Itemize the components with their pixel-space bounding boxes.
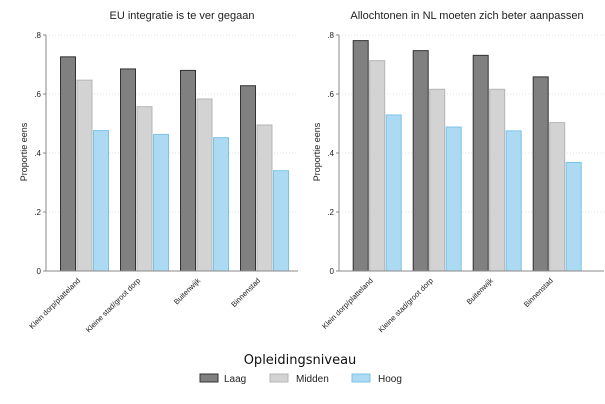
legend-label-midden: Midden — [296, 374, 329, 385]
y-tick-label: .2 — [327, 208, 334, 217]
bar-hoog-4 — [565, 161, 582, 272]
chart-title: Allochtonen in NL moeten zich beter aanp… — [350, 10, 583, 22]
bar-midden-1 — [76, 79, 93, 272]
bar-midden-2 — [429, 88, 446, 272]
bar-laag-4 — [532, 76, 549, 272]
y-tick-label: .4 — [34, 149, 41, 158]
bar-midden-4 — [549, 122, 566, 272]
x-tick-label: Binnenstad — [522, 276, 555, 309]
bar-midden-4 — [256, 124, 273, 272]
y-tick-label: .6 — [34, 90, 41, 99]
legend-label-hoog: Hoog — [378, 374, 402, 385]
legend-item-midden: Midden — [269, 373, 329, 385]
bar-laag-2 — [120, 68, 136, 272]
bar-laag-2 — [412, 50, 429, 272]
y-axis-label: Proportie eens — [312, 122, 322, 181]
bar-hoog-3 — [213, 137, 229, 272]
legend-item-laag: Laag — [199, 373, 246, 385]
bar-hoog-1 — [93, 130, 109, 272]
bar-hoog-3 — [505, 130, 522, 272]
gridlines — [339, 34, 604, 213]
bar-laag-4 — [240, 85, 256, 272]
legend-label-laag: Laag — [224, 374, 246, 385]
y-ticks: 0 .2 .4 .6 .8 — [34, 31, 46, 276]
x-tick-label: Binnenstad — [229, 276, 262, 309]
bars — [352, 40, 582, 272]
chart-panel-eu-integratie: EU integratie is te ver gegaan Proportie… — [19, 10, 298, 334]
bar-laag-1 — [352, 40, 369, 272]
y-tick-label: .8 — [34, 31, 41, 40]
chart-panel-allochtonen: Allochtonen in NL moeten zich beter aanp… — [312, 10, 604, 334]
x-tick-labels: Klein dorp/platteland Kleine stad/groot d… — [320, 276, 555, 334]
bar-laag-3 — [180, 69, 196, 272]
legend: Opleidingsniveau Laag Midden Hoog — [199, 353, 402, 385]
bar-hoog-1 — [385, 114, 402, 272]
y-ticks: 0 .2 .4 .6 .8 — [327, 31, 339, 276]
x-tick-label: Buitenwijk — [172, 276, 202, 306]
x-tick-label: Kleine stad/groot dorp — [84, 276, 142, 334]
y-tick-label: .8 — [327, 31, 334, 40]
x-tick-label: Buitenwijk — [465, 276, 495, 306]
x-tick-label: Klein dorp/platteland — [320, 276, 375, 331]
y-tick-label: .4 — [327, 149, 334, 158]
bar-midden-2 — [136, 106, 153, 272]
legend-swatch-laag — [199, 373, 219, 383]
y-tick-label: 0 — [37, 267, 42, 276]
legend-title: Opleidingsniveau — [244, 353, 357, 368]
bars — [60, 56, 289, 272]
x-tick-label: Kleine stad/groot dorp — [377, 276, 435, 334]
y-axis-label: Proportie eens — [19, 122, 29, 181]
bar-midden-3 — [196, 98, 213, 272]
y-tick-label: .6 — [327, 90, 334, 99]
legend-swatch-midden — [269, 373, 289, 383]
bar-hoog-2 — [153, 133, 169, 272]
bar-hoog-4 — [273, 170, 289, 272]
y-tick-label: 0 — [330, 267, 335, 276]
bar-hoog-2 — [445, 126, 462, 272]
bar-laag-3 — [472, 54, 489, 272]
legend-item-hoog: Hoog — [351, 373, 402, 385]
y-tick-label: .2 — [34, 208, 41, 217]
x-tick-label: Klein dorp/platteland — [27, 276, 82, 331]
legend-swatch-hoog — [351, 373, 371, 383]
chart-title: EU integratie is te ver gegaan — [110, 10, 255, 22]
bar-midden-1 — [369, 60, 386, 272]
bar-laag-1 — [60, 56, 76, 272]
bar-midden-3 — [489, 88, 506, 272]
x-tick-labels: Klein dorp/platteland Kleine stad/groot d… — [27, 276, 262, 334]
